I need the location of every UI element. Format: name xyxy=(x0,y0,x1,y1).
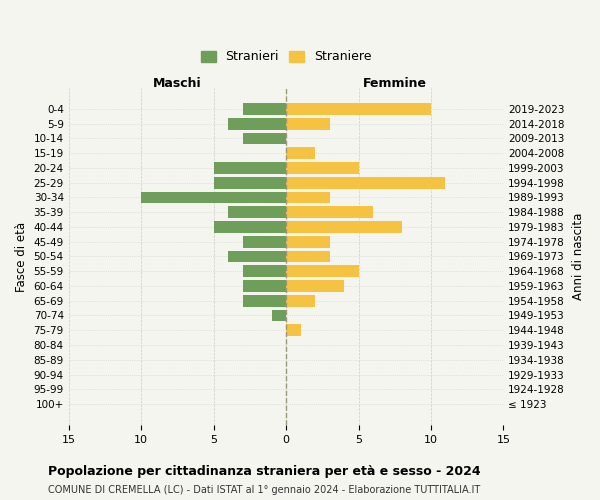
Text: Femmine: Femmine xyxy=(363,76,427,90)
Bar xyxy=(214,162,286,174)
Y-axis label: Anni di nascita: Anni di nascita xyxy=(572,213,585,300)
Bar xyxy=(214,221,286,233)
Bar xyxy=(286,236,329,248)
Text: Maschi: Maschi xyxy=(153,76,202,90)
Bar xyxy=(242,132,286,144)
Bar xyxy=(242,266,286,277)
Bar xyxy=(286,177,445,188)
Bar xyxy=(272,310,286,322)
Bar xyxy=(286,295,315,306)
Bar xyxy=(242,295,286,306)
Bar xyxy=(228,206,286,218)
Bar xyxy=(286,192,329,203)
Bar xyxy=(228,250,286,262)
Bar xyxy=(141,192,286,203)
Bar xyxy=(286,206,373,218)
Bar xyxy=(228,118,286,130)
Bar xyxy=(286,103,431,115)
Bar xyxy=(286,324,301,336)
Bar xyxy=(214,177,286,188)
Text: COMUNE DI CREMELLA (LC) - Dati ISTAT al 1° gennaio 2024 - Elaborazione TUTTITALI: COMUNE DI CREMELLA (LC) - Dati ISTAT al … xyxy=(48,485,480,495)
Bar xyxy=(242,236,286,248)
Bar xyxy=(286,221,402,233)
Bar xyxy=(242,280,286,292)
Bar xyxy=(286,266,359,277)
Legend: Stranieri, Straniere: Stranieri, Straniere xyxy=(197,46,376,67)
Y-axis label: Fasce di età: Fasce di età xyxy=(15,222,28,292)
Bar xyxy=(286,250,329,262)
Bar xyxy=(286,118,329,130)
Bar xyxy=(286,148,315,159)
Bar xyxy=(286,280,344,292)
Bar xyxy=(242,103,286,115)
Text: Popolazione per cittadinanza straniera per età e sesso - 2024: Popolazione per cittadinanza straniera p… xyxy=(48,465,481,478)
Bar xyxy=(286,162,359,174)
